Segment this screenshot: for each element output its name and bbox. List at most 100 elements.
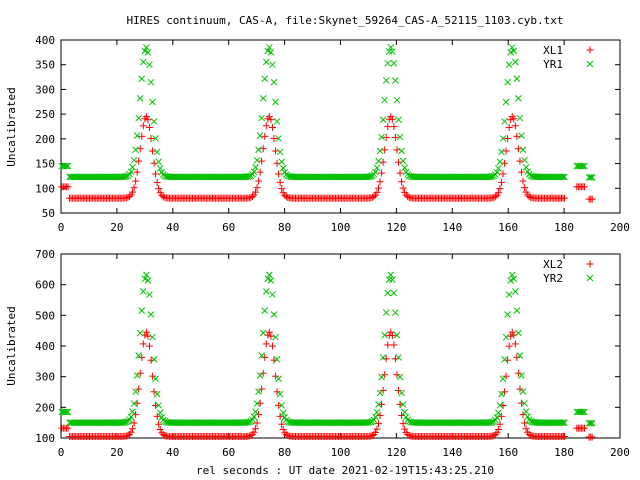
cross-b xyxy=(361,173,369,181)
cross-b xyxy=(115,419,123,427)
cross-b xyxy=(511,288,519,295)
data-point-yr2 xyxy=(139,288,147,295)
cross-b xyxy=(507,277,515,284)
cross-b xyxy=(524,168,531,176)
data-point-xl2 xyxy=(124,431,132,439)
data-point-xl2 xyxy=(514,369,522,377)
cross-b xyxy=(587,174,595,181)
bottom-y-axis-label: Uncalibrated xyxy=(5,306,18,385)
cross-b xyxy=(139,288,147,295)
cross-b xyxy=(395,116,402,124)
data-point-yr1 xyxy=(150,118,158,125)
cross-b xyxy=(139,58,147,66)
data-point-yr2 xyxy=(378,373,385,381)
cross-b xyxy=(392,77,399,84)
cross-b xyxy=(398,147,405,155)
cross-b xyxy=(392,309,399,316)
cross-b xyxy=(158,168,166,176)
cross-b xyxy=(63,162,70,170)
cross-b xyxy=(256,132,264,139)
cross-b xyxy=(384,59,392,67)
cross-b xyxy=(156,164,164,172)
cross-b xyxy=(133,372,141,379)
data-point-yr2 xyxy=(496,401,504,409)
data-point-xl1 xyxy=(142,113,150,121)
data-point-yr1 xyxy=(135,114,143,122)
data-point-yr1 xyxy=(516,114,524,122)
cross-b xyxy=(511,58,519,66)
cross-b xyxy=(510,47,518,55)
data-point-xl2 xyxy=(522,425,530,433)
data-point-xl2 xyxy=(127,428,135,436)
data-point-xl1 xyxy=(64,183,72,191)
cross-b xyxy=(385,276,393,283)
cross-b xyxy=(149,333,156,341)
cross-b xyxy=(516,352,524,359)
cross-b xyxy=(273,118,281,125)
data-point-yr2 xyxy=(498,390,505,398)
cross-b xyxy=(402,413,410,421)
data-point-yr2 xyxy=(127,413,135,421)
data-point-xl1 xyxy=(144,116,152,124)
data-point-yr2 xyxy=(156,409,164,417)
cross-b xyxy=(579,408,587,416)
data-point-yr2 xyxy=(256,372,264,379)
cross-b xyxy=(278,401,286,409)
legend-label-yr2: YR2 xyxy=(543,272,563,285)
data-point-yr2 xyxy=(579,408,587,416)
cross-b xyxy=(504,311,511,318)
y-tick-label: 250 xyxy=(35,108,55,121)
data-point-yr1 xyxy=(505,61,513,69)
cross-b xyxy=(586,60,594,68)
data-point-xl2 xyxy=(384,341,392,349)
data-point-yr1 xyxy=(252,163,259,171)
cross-b xyxy=(373,408,381,416)
cross-b xyxy=(501,118,508,125)
data-point-xl1 xyxy=(390,123,398,131)
data-point-xl1 xyxy=(153,178,161,186)
data-point-xl2 xyxy=(496,420,504,428)
data-point-yr1 xyxy=(267,49,275,56)
data-point-xl2 xyxy=(273,388,281,396)
data-point-xl1 xyxy=(504,135,512,143)
data-point-yr2 xyxy=(153,390,161,398)
cross-b xyxy=(498,390,505,398)
data-point-yr1 xyxy=(156,164,164,172)
cross-b xyxy=(146,291,153,298)
cross-b xyxy=(256,372,264,379)
data-point-yr1 xyxy=(270,78,278,86)
data-point-yr1 xyxy=(255,146,262,154)
data-point-xl1 xyxy=(375,184,383,192)
cross-b xyxy=(396,133,404,141)
chart-title: HIRES continuum, CAS-A, file:Skynet_5926… xyxy=(126,14,563,27)
data-point-yr2 xyxy=(495,409,502,417)
data-point-yr1 xyxy=(510,47,518,55)
data-point-yr1 xyxy=(501,118,508,125)
cross-b xyxy=(278,158,286,166)
data-point-yr2 xyxy=(511,288,519,295)
y-tick-label: 150 xyxy=(35,158,55,171)
data-point-yr1 xyxy=(256,132,264,139)
data-point-xl2 xyxy=(142,328,150,336)
cross-b xyxy=(279,164,287,172)
cross-b xyxy=(129,408,136,416)
cross-b xyxy=(253,156,261,164)
data-point-yr2 xyxy=(278,401,286,409)
data-point-yr2 xyxy=(129,408,136,416)
data-point-xl2 xyxy=(247,431,255,439)
cross-b xyxy=(561,419,568,427)
data-point-xl2 xyxy=(150,388,158,396)
data-point-xl2 xyxy=(282,431,290,439)
y-tick-label: 500 xyxy=(35,309,55,322)
cross-b xyxy=(393,96,401,104)
cross-b xyxy=(581,162,588,170)
data-point-yr2 xyxy=(521,400,528,407)
cross-b xyxy=(156,409,164,417)
data-point-yr1 xyxy=(259,95,267,102)
data-point-xl2 xyxy=(513,353,521,361)
data-point-xl1 xyxy=(259,145,267,153)
data-point-yr2 xyxy=(261,307,269,314)
cross-b xyxy=(587,419,595,427)
cross-b xyxy=(496,401,504,409)
data-point-yr2 xyxy=(519,388,527,396)
